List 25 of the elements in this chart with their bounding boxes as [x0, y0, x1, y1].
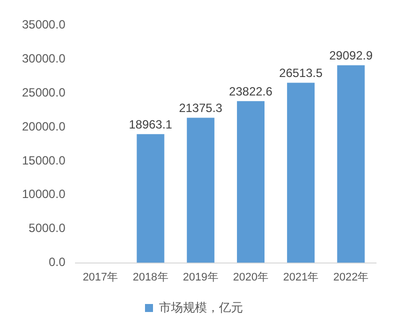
legend-label: 市场规模，亿元	[159, 300, 243, 314]
bar	[236, 101, 265, 263]
y-tick-label: 0.0	[48, 255, 66, 270]
bar	[136, 134, 164, 263]
x-tick-label: 2018年	[132, 271, 168, 284]
x-tick-label: 2019年	[182, 271, 218, 284]
bar	[186, 118, 214, 263]
y-tick-label: 25000.0	[22, 85, 66, 100]
y-tick-label: 15000.0	[22, 153, 66, 168]
data-label: 18963.1	[128, 117, 173, 132]
y-tick-label: 10000.0	[22, 187, 66, 202]
bar	[287, 82, 315, 263]
y-tick-label: 20000.0	[22, 119, 66, 134]
bar	[337, 65, 365, 263]
data-label: 29092.9	[329, 48, 373, 63]
y-tick-label: 5000.0	[28, 221, 66, 236]
data-label: 23822.6	[229, 84, 273, 98]
x-tick-label: 2021年	[283, 271, 319, 284]
data-label: 21375.3	[178, 101, 223, 116]
x-tick-label: 2022年	[333, 271, 369, 284]
y-tick-label: 30000.0	[22, 51, 66, 66]
x-tick-label: 2020年	[233, 271, 268, 284]
y-tick-label: 35000.0	[22, 18, 66, 32]
x-tick-label: 2017年	[82, 271, 118, 284]
data-label: 26513.5	[279, 66, 323, 80]
